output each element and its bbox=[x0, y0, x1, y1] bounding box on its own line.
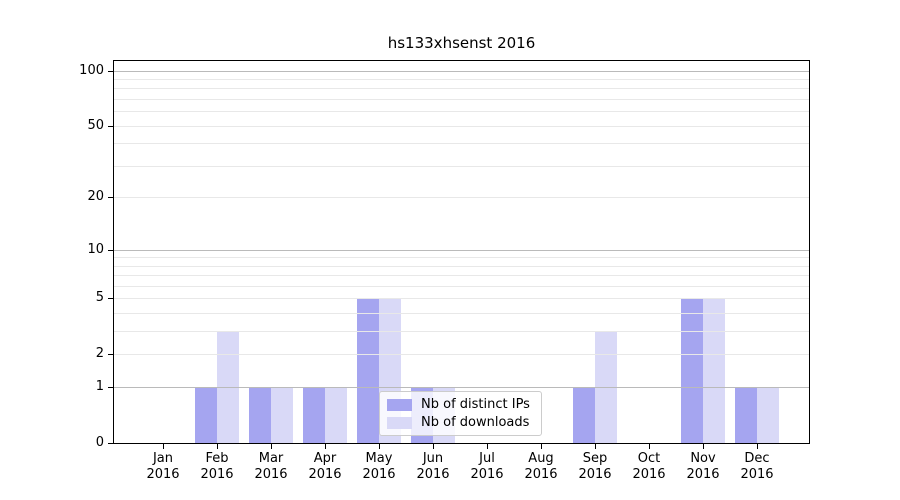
legend-row: Nb of distinct IPs bbox=[387, 397, 533, 412]
legend-label: Nb of downloads bbox=[421, 415, 530, 430]
x-tick-label: Feb 2016 bbox=[200, 451, 234, 482]
gridline-minor-80 bbox=[114, 88, 809, 90]
gridline-minor-2 bbox=[114, 354, 809, 356]
gridline-minor-4 bbox=[114, 313, 809, 315]
gridline-minor-20 bbox=[114, 197, 809, 199]
gridline-minor-90 bbox=[114, 79, 809, 80]
plot-area bbox=[113, 60, 810, 444]
bar-nb-of-distinct-ips-4 bbox=[357, 298, 379, 443]
gridline-minor-7 bbox=[114, 275, 809, 277]
x-tick-mark bbox=[217, 444, 218, 449]
x-tick-mark bbox=[541, 444, 542, 449]
x-tick-mark bbox=[649, 444, 650, 449]
y-tick-mark bbox=[108, 125, 113, 127]
bar-nb-of-downloads-8 bbox=[595, 331, 617, 443]
legend: Nb of distinct IPs Nb of downloads bbox=[379, 391, 542, 436]
legend-row: Nb of downloads bbox=[387, 415, 533, 430]
x-tick-label: Sep 2016 bbox=[578, 451, 612, 482]
x-tick-label: Apr 2016 bbox=[308, 451, 342, 482]
bar-nb-of-distinct-ips-8 bbox=[573, 387, 595, 443]
x-tick-label: Jan 2016 bbox=[146, 451, 180, 482]
legend-label: Nb of distinct IPs bbox=[421, 397, 530, 412]
x-tick-mark bbox=[271, 444, 272, 449]
gridline-minor-70 bbox=[114, 99, 809, 100]
y-tick-label: 50 bbox=[87, 117, 104, 133]
x-tick-mark bbox=[595, 444, 596, 449]
bar-nb-of-downloads-3 bbox=[325, 387, 347, 443]
x-tick-mark bbox=[757, 444, 758, 449]
bar-nb-of-distinct-ips-11 bbox=[735, 387, 757, 443]
bar-nb-of-downloads-11 bbox=[757, 387, 779, 443]
y-tick-label: 20 bbox=[87, 189, 104, 205]
gridline-major-100 bbox=[114, 70, 809, 72]
x-tick-mark bbox=[487, 444, 488, 449]
x-tick-mark bbox=[163, 444, 164, 449]
y-tick-label: 5 bbox=[95, 290, 104, 306]
gridline-minor-6 bbox=[114, 286, 809, 287]
gridline-minor-40 bbox=[114, 143, 809, 145]
x-tick-label: Aug 2016 bbox=[524, 451, 558, 482]
legend-swatch-nb-of-distinct-ips bbox=[387, 398, 412, 411]
x-tick-mark bbox=[703, 444, 704, 449]
bar-nb-of-downloads-1 bbox=[217, 331, 239, 443]
x-tick-label: Jul 2016 bbox=[470, 451, 504, 482]
y-tick-label: 0 bbox=[95, 435, 104, 450]
gridline-major-10 bbox=[114, 249, 809, 251]
y-tick-label: 100 bbox=[79, 62, 104, 78]
bar-nb-of-downloads-2 bbox=[271, 387, 293, 443]
y-tick-mark bbox=[108, 197, 113, 199]
y-tick-mark bbox=[108, 70, 113, 72]
gridline-minor-60 bbox=[114, 111, 809, 113]
y-tick-label: 2 bbox=[95, 346, 104, 362]
y-tick-mark bbox=[108, 387, 113, 389]
x-tick-label: Oct 2016 bbox=[632, 451, 666, 482]
legend-swatch-nb-of-downloads bbox=[387, 416, 412, 429]
gridline-major-1 bbox=[114, 387, 809, 389]
gridline-minor-3 bbox=[114, 331, 809, 333]
x-tick-label: Jun 2016 bbox=[416, 451, 450, 482]
chart-title: hs133xhsenst 2016 bbox=[387, 34, 536, 52]
x-tick-mark bbox=[325, 444, 326, 449]
x-tick-label: Nov 2016 bbox=[686, 451, 720, 482]
y-tick-label: 1 bbox=[95, 379, 104, 395]
gridline-minor-50 bbox=[114, 125, 809, 127]
bar-nb-of-distinct-ips-10 bbox=[681, 298, 703, 443]
x-tick-label: Mar 2016 bbox=[254, 451, 288, 482]
bar-nb-of-distinct-ips-3 bbox=[303, 387, 325, 443]
y-tick-mark bbox=[108, 443, 113, 444]
x-tick-mark bbox=[379, 444, 380, 449]
x-tick-label: Dec 2016 bbox=[740, 451, 774, 482]
gridline-minor-8 bbox=[114, 265, 809, 267]
bar-nb-of-downloads-10 bbox=[703, 298, 725, 443]
bar-nb-of-distinct-ips-1 bbox=[195, 387, 217, 443]
gridline-minor-5 bbox=[114, 298, 809, 300]
x-tick-mark bbox=[433, 444, 434, 449]
y-tick-mark bbox=[108, 249, 113, 251]
bar-nb-of-distinct-ips-2 bbox=[249, 387, 271, 443]
x-tick-label: May 2016 bbox=[362, 451, 396, 482]
y-tick-label: 10 bbox=[87, 241, 104, 257]
gridline-minor-9 bbox=[114, 257, 809, 259]
y-tick-mark bbox=[108, 298, 113, 300]
y-tick-mark bbox=[108, 354, 113, 356]
gridline-minor-30 bbox=[114, 165, 809, 167]
